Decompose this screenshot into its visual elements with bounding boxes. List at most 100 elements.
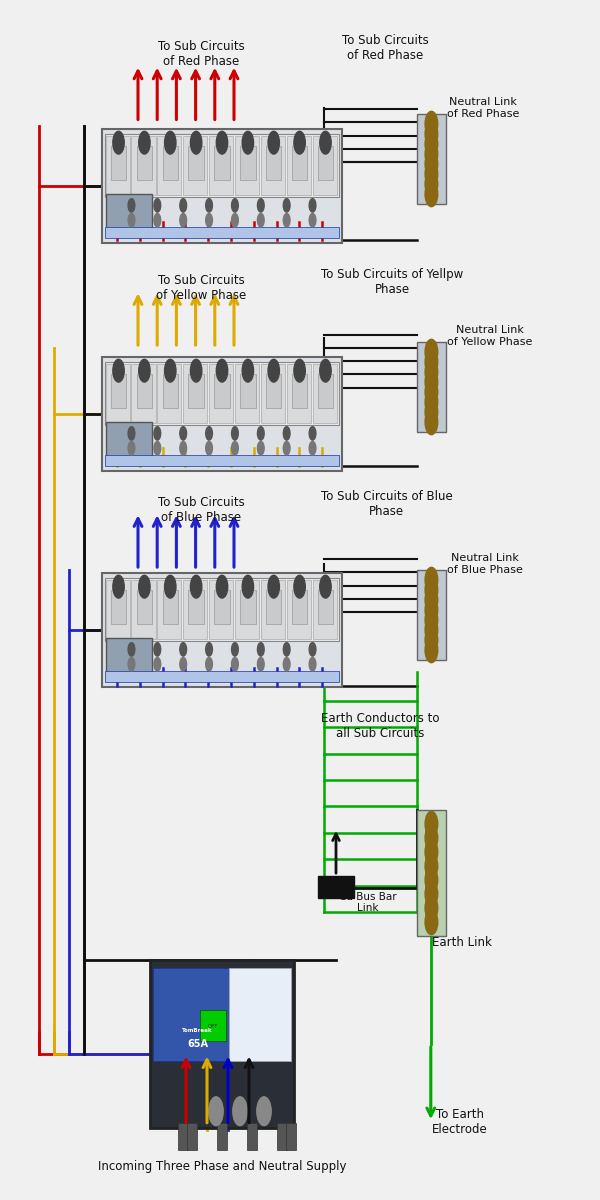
Bar [417,342,446,432]
Circle shape [232,658,238,671]
Bar [188,146,204,180]
Circle shape [425,142,438,167]
Circle shape [242,575,254,598]
Bar [200,1010,226,1040]
Bar [183,364,207,424]
Circle shape [425,577,438,602]
Bar [153,968,232,1061]
Bar [188,374,204,408]
Circle shape [425,628,438,653]
Circle shape [180,442,187,455]
Bar [163,374,178,408]
Circle shape [257,427,264,440]
Bar [287,364,311,424]
Circle shape [309,658,316,671]
Bar [111,590,126,624]
Circle shape [283,658,290,671]
Text: To Sub Circuits
of Red Phase: To Sub Circuits of Red Phase [158,40,244,68]
Circle shape [128,658,135,671]
Circle shape [232,442,238,455]
Bar [229,968,291,1061]
Circle shape [268,131,280,154]
Circle shape [217,575,227,598]
Circle shape [128,427,135,440]
Bar [287,580,311,640]
Circle shape [128,643,135,656]
Circle shape [425,607,438,632]
Circle shape [257,442,264,455]
Circle shape [320,575,331,598]
Circle shape [425,811,438,836]
Bar [240,590,256,624]
Circle shape [180,427,187,440]
Bar [105,671,339,682]
Circle shape [206,199,212,212]
Circle shape [232,643,238,656]
Bar [261,364,285,424]
Circle shape [128,442,135,455]
Circle shape [154,643,161,656]
Circle shape [309,643,316,656]
Bar [209,580,233,640]
Circle shape [425,161,438,187]
Circle shape [320,359,331,382]
Bar [105,133,339,197]
Bar [247,1123,257,1150]
Circle shape [128,199,135,212]
Circle shape [283,427,290,440]
Circle shape [425,172,438,197]
Circle shape [425,617,438,643]
Circle shape [294,359,305,382]
Circle shape [309,427,316,440]
Text: To Sub Circuits of Yellpw
Phase: To Sub Circuits of Yellpw Phase [321,268,463,296]
Bar [266,146,281,180]
Bar [286,1123,296,1150]
Bar [417,570,446,660]
Bar [217,1123,227,1150]
Bar [235,580,259,640]
Bar [102,572,342,686]
Circle shape [294,575,305,598]
Circle shape [139,359,150,382]
Circle shape [257,1097,271,1126]
Circle shape [425,151,438,176]
Text: Earth Link: Earth Link [432,936,492,948]
Text: Cu Bus Bar
Link: Cu Bus Bar Link [339,892,397,913]
Circle shape [206,658,212,671]
Circle shape [425,598,438,623]
Bar [417,114,446,204]
Circle shape [320,131,331,154]
Circle shape [425,349,438,374]
Circle shape [309,199,316,212]
Circle shape [425,910,438,935]
Circle shape [425,895,438,920]
Circle shape [425,181,438,206]
Circle shape [425,637,438,662]
Circle shape [139,131,150,154]
Circle shape [233,1097,247,1126]
Circle shape [128,214,135,227]
Circle shape [425,112,438,137]
Bar [111,146,126,180]
Circle shape [283,643,290,656]
Circle shape [154,214,161,227]
Circle shape [242,131,254,154]
Circle shape [425,131,438,157]
Bar [106,364,130,424]
Circle shape [425,409,438,434]
Bar [105,455,339,466]
Circle shape [257,199,264,212]
Circle shape [154,427,161,440]
Bar [105,361,339,425]
Circle shape [217,131,227,154]
Circle shape [206,643,212,656]
Bar [137,590,152,624]
Circle shape [268,359,280,382]
Circle shape [268,575,280,598]
Circle shape [180,199,187,212]
Circle shape [425,826,438,851]
Bar [292,590,307,624]
Text: Incoming Three Phase and Neutral Supply: Incoming Three Phase and Neutral Supply [98,1160,346,1172]
Circle shape [217,359,227,382]
Circle shape [425,881,438,907]
